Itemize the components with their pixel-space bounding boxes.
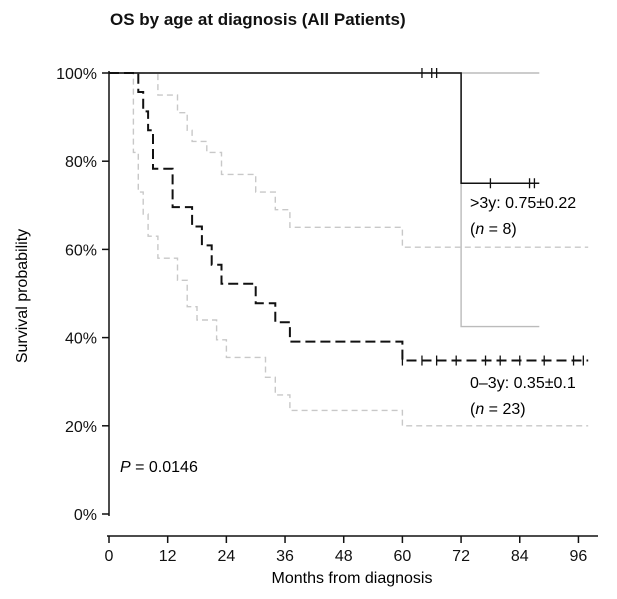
annotations: P = 0.0146 >3y: 0.75±0.22 (n = 8) 0–3y: … [14,195,576,587]
y-tick-label-40: 40% [65,331,97,348]
y-tick-label-100: 100% [56,66,97,83]
y-tick-label-80: 80% [65,154,97,171]
x-tick-label-0: 0 [105,548,114,565]
series-label-gt3y: >3y: 0.75±0.22 [470,195,576,212]
series-n-gt3y: (n = 8) [470,221,517,238]
axes: 0% 20% 40% 60% 80% 100% 0 12 24 36 48 60 72 84 96 [56,66,598,565]
x-tick-label-96: 96 [570,548,588,565]
x-tick-label-12: 12 [159,548,177,565]
p-value-annotation: P = 0.0146 [120,459,198,476]
chart-title: OS by age at diagnosis (All Patients) [110,10,406,29]
confidence-intervals [109,72,589,427]
y-axis-label: Survival probability [14,229,31,363]
x-tick-label-72: 72 [452,548,470,565]
y-tick-label-20: 20% [65,419,97,436]
x-tick-label-84: 84 [511,548,529,565]
series-n-0to3y: (n = 23) [470,401,526,418]
survival-line-0to3y [109,72,589,362]
series-label-0to3y: 0–3y: 0.35±0.1 [470,375,576,392]
y-tick-label-0: 0% [74,507,97,524]
x-tick-label-36: 36 [276,548,294,565]
ci-lower-0to3y [109,72,589,427]
survival-curves [109,68,589,366]
survival-line-gt3y [109,72,540,185]
y-tick-label-60: 60% [65,242,97,259]
x-axis-label: Months from diagnosis [272,570,433,587]
ci-upper-0to3y [109,72,589,248]
x-tick-label-24: 24 [217,548,235,565]
x-tick-label-48: 48 [335,548,353,565]
x-tick-label-60: 60 [394,548,412,565]
